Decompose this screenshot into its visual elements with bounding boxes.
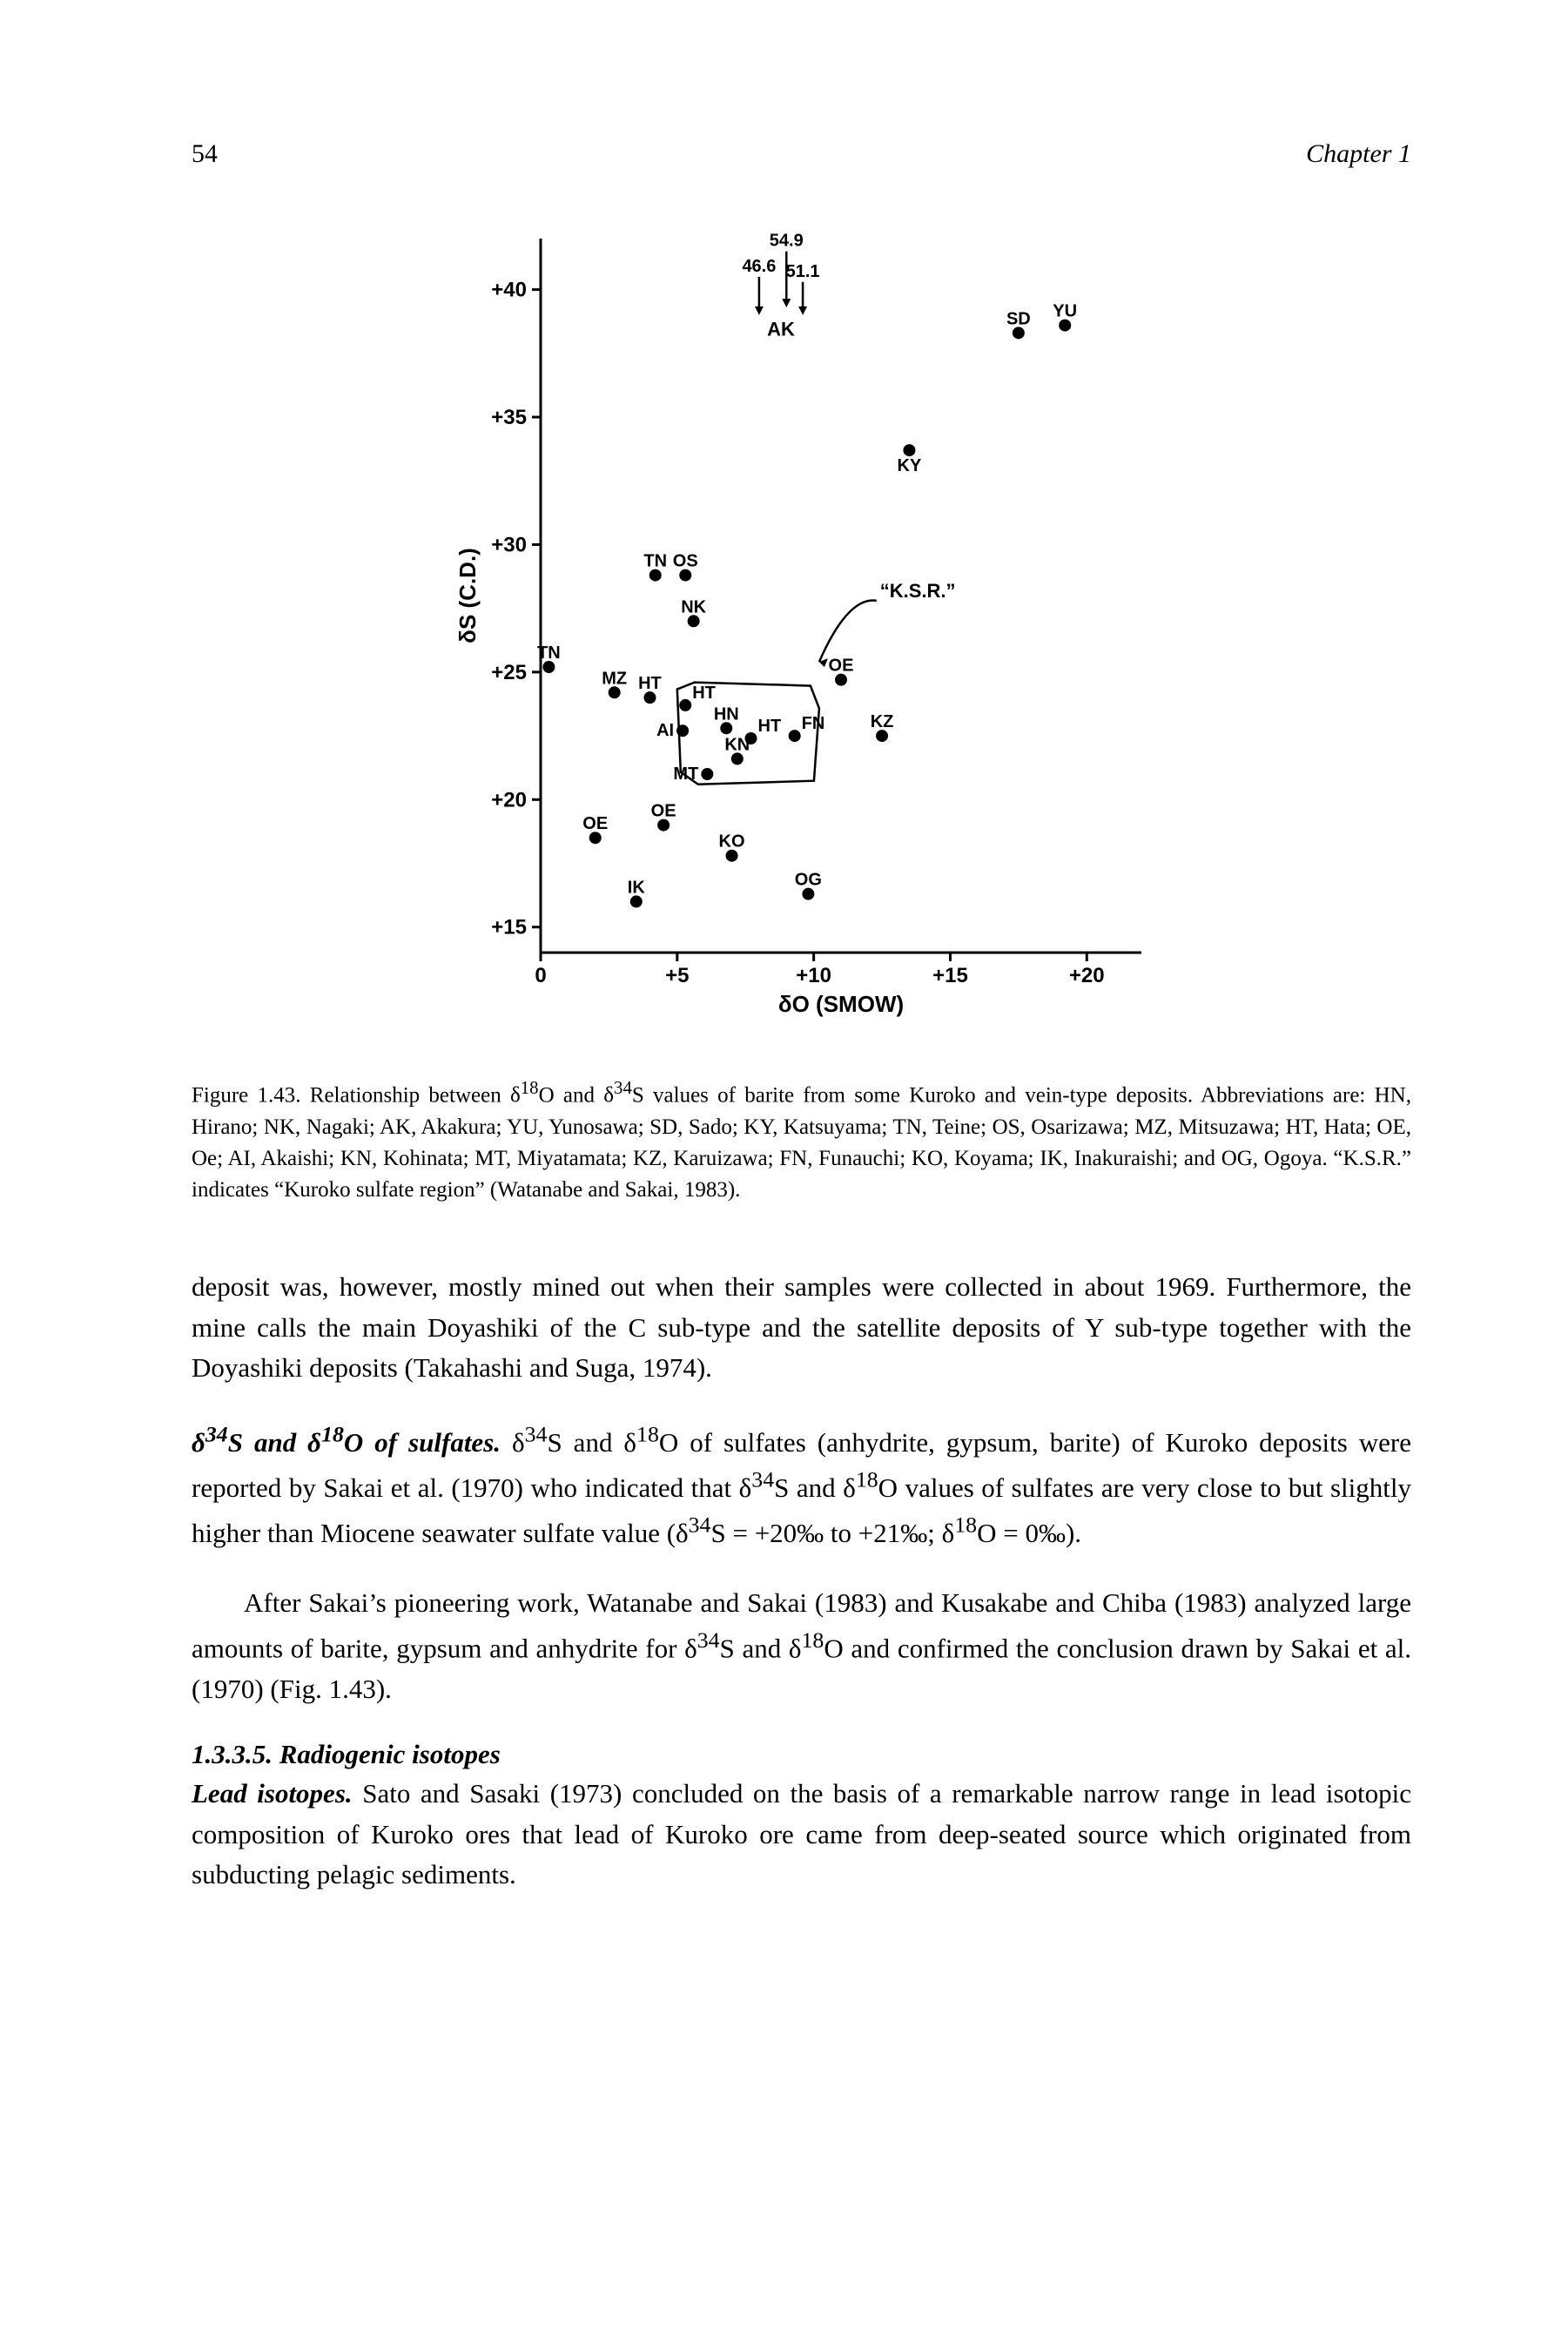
page-number: 54 [192,139,218,169]
svg-text:+40: +40 [491,279,527,302]
chapter-label: Chapter 1 [1306,139,1411,169]
svg-text:TN: TN [643,552,667,571]
svg-text:HT: HT [638,674,662,693]
caption-text-2: O and δ [539,1083,614,1107]
svg-text:YU: YU [1053,302,1077,321]
svg-text:OE: OE [582,814,608,833]
svg-text:+20: +20 [1068,964,1104,987]
sulfates-runin: δ34S and δ18O of sulfates. [192,1427,501,1458]
svg-text:IK: IK [627,878,645,897]
paragraph-deposit: deposit was, however, mostly mined out w… [192,1267,1411,1389]
svg-text:OE: OE [650,802,676,821]
paragraph-lead: Lead isotopes. Sato and Sasaki (1973) co… [192,1774,1411,1896]
svg-text:HT: HT [757,717,781,736]
svg-text:HN: HN [713,704,738,724]
svg-text:δO (SMOW): δO (SMOW) [777,991,903,1017]
svg-text:TN: TN [537,643,561,663]
svg-text:MT: MT [673,765,698,784]
lead-text: Sato and Sasaki (1973) concluded on the … [192,1778,1411,1890]
svg-text:KY: KY [897,456,921,475]
figure-chart: 0 +5 +10 +15 +20 δO (SMOW) +15 +20 +25 +30 +35 +40 δ… [192,221,1411,1057]
svg-text:54.9: 54.9 [769,232,803,251]
svg-text:51.1: 51.1 [785,262,819,281]
svg-text:+35: +35 [491,406,527,429]
svg-text:AI: AI [656,721,674,740]
caption-text-1: Figure 1.43. Relationship between δ [192,1083,521,1107]
svg-text:KN: KN [724,735,750,754]
svg-text:+10: +10 [796,964,831,987]
paragraph-sulfates: δ34S and δ18O of sulfates. δ34S and δ18O… [192,1418,1411,1553]
figure-caption: Figure 1.43. Relationship between δ18O a… [192,1074,1411,1206]
svg-text:“K.S.R.”: “K.S.R.” [879,580,955,602]
lead-runin: Lead isotopes. [192,1778,353,1809]
svg-text:OS: OS [672,552,697,571]
scatter-chart: 0 +5 +10 +15 +20 δO (SMOW) +15 +20 +25 +30 +35 +40 δ… [445,221,1159,1057]
svg-text:+15: +15 [932,964,968,987]
svg-text:+30: +30 [491,533,527,556]
svg-text:0: 0 [535,964,546,987]
svg-text:HT: HT [692,684,716,703]
svg-text:46.6: 46.6 [742,257,776,276]
svg-text:FN: FN [801,714,824,733]
svg-text:+5: +5 [665,964,689,987]
svg-text:OG: OG [794,871,821,890]
svg-text:OE: OE [828,657,853,676]
svg-text:MZ: MZ [602,669,627,688]
svg-text:+15: +15 [491,916,527,940]
svg-text:KZ: KZ [870,712,893,731]
svg-text:+25: +25 [491,661,527,684]
svg-text:δS (C.D.): δS (C.D.) [454,548,481,643]
svg-text:SD: SD [1006,309,1030,328]
caption-sup-2: 34 [614,1077,632,1098]
section-heading-radiogenic: 1.3.3.5. Radiogenic isotopes [192,1739,1411,1770]
svg-text:+20: +20 [491,788,527,812]
page-header: 54 Chapter 1 [192,139,1411,169]
svg-text:KO: KO [718,832,744,852]
paragraph-after-sakai: After Sakai’s pioneering work, Watanabe … [192,1583,1411,1709]
svg-text:AK: AK [767,318,795,340]
svg-text:NK: NK [681,597,706,616]
caption-sup-1: 18 [521,1077,539,1098]
